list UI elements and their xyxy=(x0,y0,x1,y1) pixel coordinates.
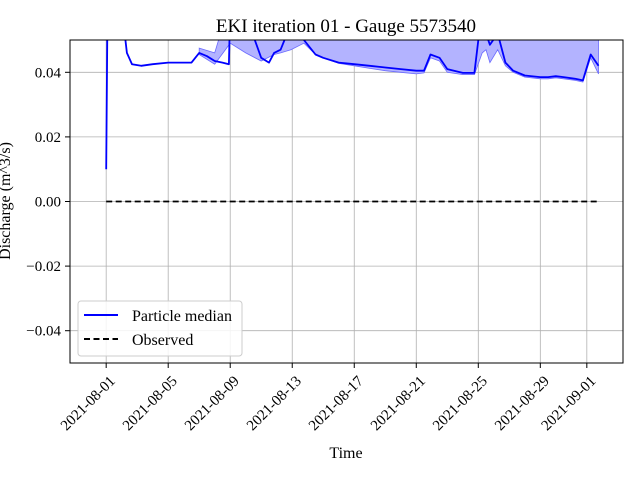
y-tick-label: −0.02 xyxy=(26,259,61,275)
chart-title: EKI iteration 01 - Gauge 5573540 xyxy=(216,16,476,37)
y-tick-label: 0.02 xyxy=(35,130,61,146)
uncertainty-band xyxy=(198,40,599,83)
legend-median-label: Particle median xyxy=(132,308,232,325)
legend: Particle median Observed xyxy=(77,300,243,357)
legend-box xyxy=(77,300,243,357)
x-axis-label: Time xyxy=(329,445,362,462)
y-tick-label: 0.04 xyxy=(35,65,62,81)
series-particle-median xyxy=(105,40,600,170)
y-axis-label: Discharge (m^3/s) xyxy=(0,142,14,260)
y-tick-label: −0.04 xyxy=(26,324,61,340)
plot-area xyxy=(105,40,600,203)
y-tick-label: 0.00 xyxy=(35,195,61,211)
legend-observed-label: Observed xyxy=(132,332,193,349)
